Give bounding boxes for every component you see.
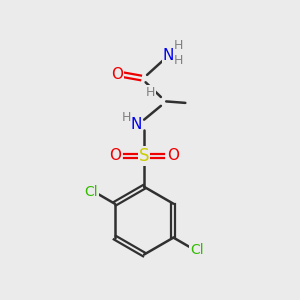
Text: O: O — [167, 148, 179, 164]
Text: H: H — [174, 54, 183, 67]
Text: H: H — [122, 111, 131, 124]
Text: N: N — [130, 118, 142, 133]
Text: Cl: Cl — [84, 185, 98, 199]
Text: N: N — [163, 48, 174, 63]
Text: Cl: Cl — [190, 243, 204, 257]
Text: O: O — [111, 68, 123, 82]
Text: O: O — [110, 148, 122, 164]
Text: H: H — [146, 86, 156, 99]
Text: H: H — [174, 39, 183, 52]
Text: S: S — [139, 147, 149, 165]
